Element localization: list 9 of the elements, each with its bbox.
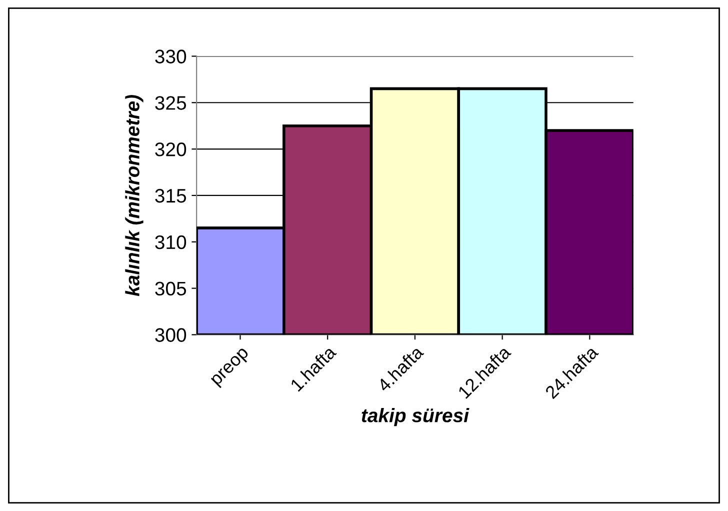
y-tick-label: 315: [155, 188, 186, 203]
y-tick-label: 310: [155, 235, 186, 250]
y-axis-title: kalınlık (mikronmetre): [125, 94, 144, 296]
y-tick-label: 330: [155, 50, 186, 64]
x-axis-title: takip süresi: [362, 408, 470, 426]
y-tick-label: 320: [155, 142, 186, 156]
y-tick-label: 305: [155, 282, 186, 296]
y-tick-label: 325: [155, 96, 186, 110]
y-tick-label: 300: [155, 328, 186, 342]
